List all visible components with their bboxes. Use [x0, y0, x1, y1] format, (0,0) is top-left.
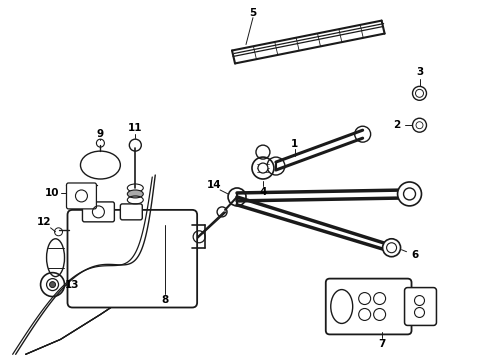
FancyBboxPatch shape: [68, 210, 197, 307]
Text: 5: 5: [249, 8, 257, 18]
Text: 3: 3: [416, 67, 423, 77]
Text: 10: 10: [45, 188, 60, 198]
FancyBboxPatch shape: [67, 183, 97, 209]
FancyBboxPatch shape: [121, 204, 142, 220]
FancyBboxPatch shape: [326, 279, 412, 334]
Text: 9: 9: [97, 129, 104, 139]
Circle shape: [49, 282, 55, 288]
Circle shape: [47, 279, 58, 291]
Circle shape: [258, 163, 268, 173]
Text: 8: 8: [162, 294, 169, 305]
Text: 7: 7: [378, 339, 385, 349]
Text: 11: 11: [128, 123, 143, 133]
Circle shape: [416, 89, 423, 97]
Circle shape: [397, 182, 421, 206]
Text: 6: 6: [411, 250, 418, 260]
Circle shape: [383, 239, 400, 257]
Text: 14: 14: [207, 180, 221, 190]
Text: 12: 12: [36, 217, 51, 227]
Text: 2: 2: [393, 120, 400, 130]
Ellipse shape: [127, 190, 143, 198]
Text: 4: 4: [259, 187, 267, 197]
FancyBboxPatch shape: [82, 202, 114, 222]
Text: 13: 13: [65, 280, 80, 289]
Text: 1: 1: [291, 139, 298, 149]
FancyBboxPatch shape: [405, 288, 437, 325]
